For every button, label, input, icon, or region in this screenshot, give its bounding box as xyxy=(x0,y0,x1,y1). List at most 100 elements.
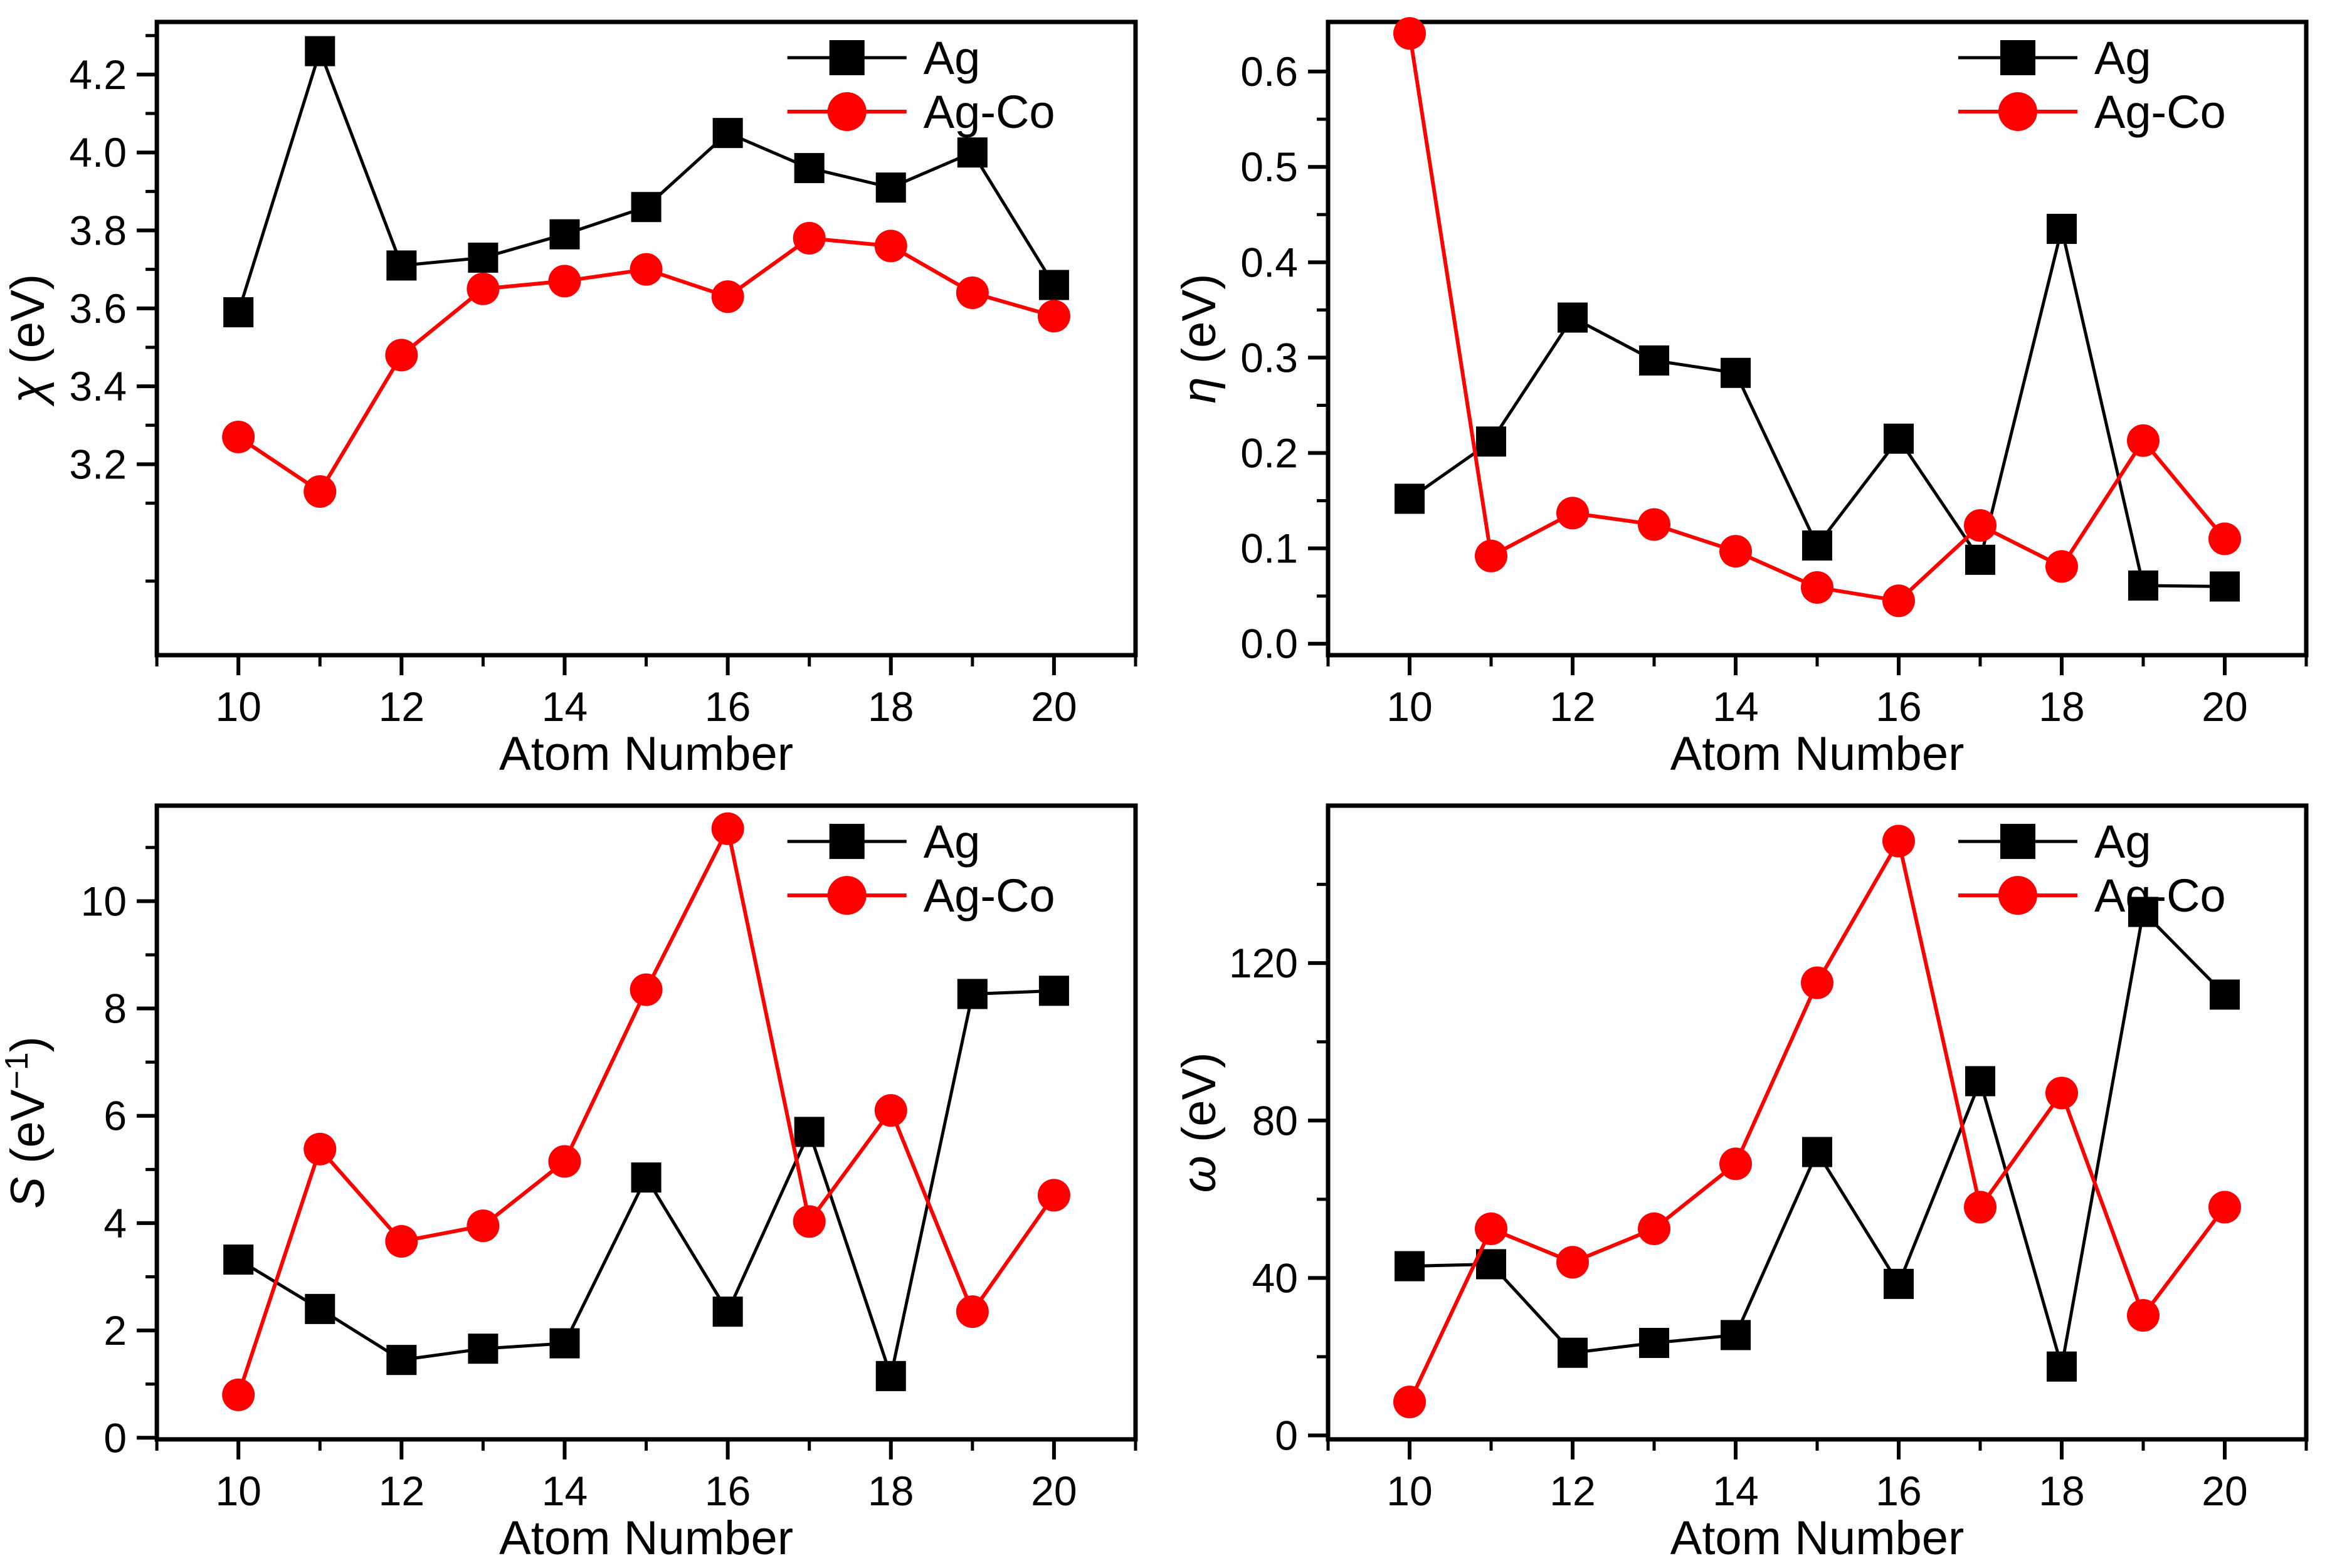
x-tick-label: 16 xyxy=(705,1468,751,1514)
marker-square-ag xyxy=(549,219,580,250)
marker-square-ag xyxy=(1639,1327,1669,1359)
marker-square-ag xyxy=(1965,1066,1995,1097)
x-axis-label: Atom Number xyxy=(499,1512,793,1565)
marker-square-ag xyxy=(1802,530,1832,561)
legend-item-ag-co: Ag-Co xyxy=(787,870,1055,922)
y-tick-label: 0.1 xyxy=(1240,525,1298,572)
y-axis-label: χ (eV) xyxy=(1,274,55,407)
marker-circle-ag-co xyxy=(1801,571,1833,604)
legend-label: Ag-Co xyxy=(2094,870,2226,922)
marker-square-ag xyxy=(957,979,988,1009)
marker-square-ag xyxy=(386,1345,417,1376)
marker-circle-ag-co xyxy=(1882,824,1915,858)
x-axis-label: Atom Number xyxy=(1670,727,1965,781)
marker-circle-ag-co xyxy=(2127,1299,2160,1332)
x-tick-label: 10 xyxy=(215,1468,261,1514)
plot-frame xyxy=(1326,803,2309,1442)
legend-label: Ag xyxy=(2094,32,2151,84)
y-tick-label: 4 xyxy=(103,1200,127,1246)
x-tick-label: 14 xyxy=(1712,683,1758,730)
marker-circle-ag-co xyxy=(548,1145,581,1178)
legend-item-ag: Ag xyxy=(787,32,980,84)
marker-square-ag xyxy=(1884,423,1914,454)
marker-square-ag xyxy=(1802,1137,1832,1167)
marker-circle-ag-co xyxy=(1037,1179,1070,1212)
x-tick-label: 16 xyxy=(705,683,751,730)
y-tick-label: 4.2 xyxy=(69,51,127,98)
legend-item-ag-co: Ag-Co xyxy=(787,86,1055,138)
marker-square-ag xyxy=(1038,270,1069,300)
marker-circle-ag-co xyxy=(956,276,989,309)
legend-marker-circle xyxy=(827,876,867,915)
marker-circle-ag-co xyxy=(2127,424,2160,457)
x-tick-label: 14 xyxy=(1712,1468,1758,1514)
marker-square-ag xyxy=(794,1117,825,1147)
legend-label: Ag-Co xyxy=(924,870,1055,922)
legend-item-ag: Ag xyxy=(787,816,980,868)
x-tick-label: 20 xyxy=(2202,683,2247,730)
marker-square-ag xyxy=(2210,571,2240,602)
y-tick-label: 3.6 xyxy=(69,285,127,332)
marker-circle-ag-co xyxy=(1556,1246,1589,1279)
legend-item-ag: Ag xyxy=(1958,32,2151,84)
y-tick-label: 80 xyxy=(1252,1097,1298,1144)
y-tick-label: 8 xyxy=(103,986,127,1032)
y-tick-label: 0.2 xyxy=(1240,430,1298,476)
y-axis-label: ω (eV) xyxy=(1173,1052,1226,1192)
marker-circle-ag-co xyxy=(874,229,907,263)
marker-square-ag xyxy=(2047,214,2077,245)
marker-circle-ag-co xyxy=(711,280,744,313)
x-tick-label: 18 xyxy=(868,1468,914,1514)
x-tick-label: 18 xyxy=(2039,1468,2084,1514)
chart-omega: 10 12 14 16 18 20 0 40 80 120 Atom Number ω (eV) AgA… xyxy=(1173,803,2309,1565)
panel-chi: 10 12 14 16 18 20 3.2 3.4 3.6 3.8 4.0 4.2 Atom Numbe… xyxy=(0,0,1171,784)
y-tick-label: 120 xyxy=(1229,940,1298,986)
y-tick-label: 0.3 xyxy=(1240,334,1298,381)
marker-square-ag xyxy=(2128,897,2158,927)
marker-circle-ag-co xyxy=(874,1094,907,1127)
x-tick-label: 10 xyxy=(215,683,261,730)
x-tick-label: 10 xyxy=(1386,683,1432,730)
marker-circle-ag-co xyxy=(467,1209,500,1243)
marker-circle-ag-co xyxy=(1638,508,1670,541)
legend-item-ag-co: Ag-Co xyxy=(1958,870,2226,922)
y-tick-label: 3.8 xyxy=(69,208,127,254)
panel-S: 10 12 14 16 18 20 0 2 4 6 8 10 Atom Number S (eV−1) Ag… xyxy=(0,784,1171,1568)
series-line-ag-co xyxy=(1408,839,2227,1403)
marker-circle-ag-co xyxy=(1882,584,1915,618)
marker-circle-ag-co xyxy=(385,339,418,372)
y-tick-label: 40 xyxy=(1252,1255,1298,1301)
x-tick-label: 10 xyxy=(1386,1468,1432,1514)
marker-circle-ag-co xyxy=(711,812,744,845)
marker-square-ag xyxy=(1721,1320,1751,1350)
marker-square-ag xyxy=(1884,1268,1914,1299)
marker-square-ag xyxy=(1558,302,1588,333)
marker-square-ag xyxy=(1476,426,1506,457)
marker-circle-ag-co xyxy=(467,272,500,305)
legend-item-ag-co: Ag-Co xyxy=(1958,86,2226,138)
marker-square-ag xyxy=(2128,570,2158,601)
x-tick-label: 14 xyxy=(542,683,588,730)
marker-circle-ag-co xyxy=(1037,300,1070,333)
marker-square-ag xyxy=(2047,1351,2077,1382)
marker-circle-ag-co xyxy=(222,420,255,453)
marker-circle-ag-co xyxy=(793,221,826,255)
x-tick-label: 14 xyxy=(542,1468,588,1514)
marker-square-ag xyxy=(1558,1337,1588,1368)
marker-circle-ag-co xyxy=(222,1378,255,1411)
marker-circle-ag-co xyxy=(1964,1191,1997,1224)
legend-item-ag: Ag xyxy=(1958,816,2151,868)
y-tick-label: 0 xyxy=(1275,1413,1298,1459)
marker-circle-ag-co xyxy=(303,475,337,508)
panel-eta: 10 12 14 16 18 20 0.0 0.1 0.2 0.3 0.4 0.5 0.6 Atom Nu… xyxy=(1171,0,2342,784)
legend-marker-square xyxy=(2000,824,2035,860)
marker-circle-ag-co xyxy=(2045,1076,2078,1110)
marker-square-ag xyxy=(712,118,743,149)
marker-square-ag xyxy=(631,1162,662,1193)
marker-square-ag xyxy=(305,1293,335,1324)
legend-label: Ag-Co xyxy=(2094,86,2226,138)
legend-marker-square xyxy=(829,824,865,860)
marker-circle-ag-co xyxy=(1475,539,1507,572)
